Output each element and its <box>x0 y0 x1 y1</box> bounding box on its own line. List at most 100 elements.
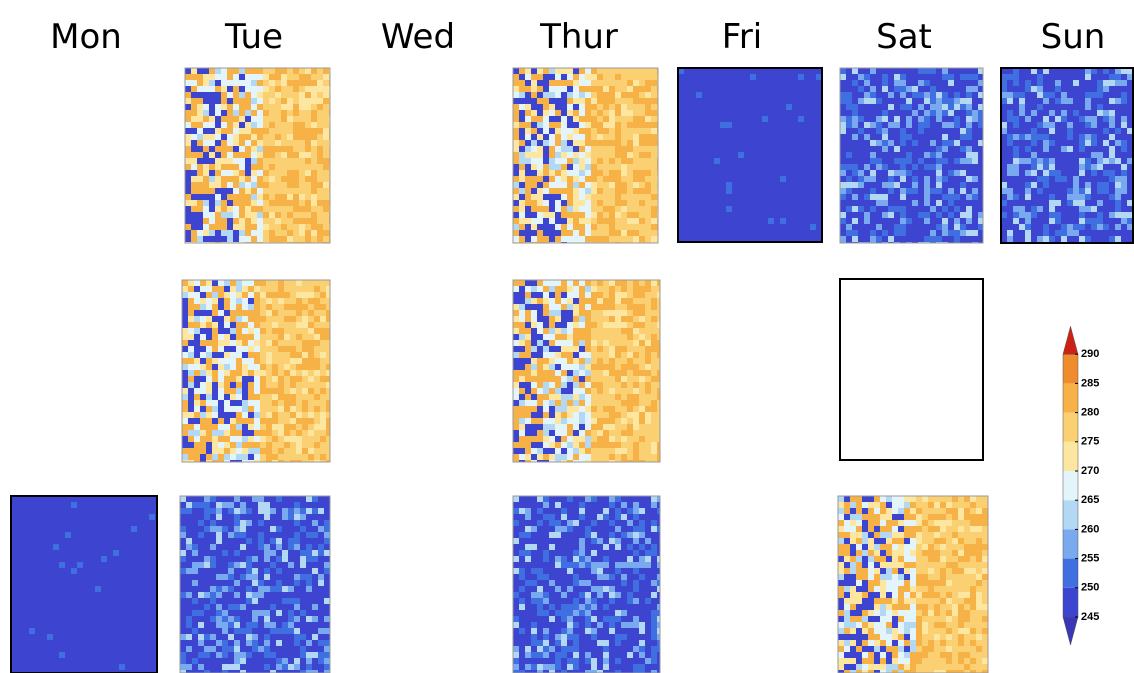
map-cell <box>780 152 786 158</box>
map-cell <box>194 394 200 400</box>
map-cell <box>320 322 326 328</box>
map-cell <box>894 230 900 236</box>
map-cell <box>257 212 263 218</box>
map-cell <box>519 182 525 188</box>
map-cell <box>296 400 302 406</box>
map-cell <box>218 358 224 364</box>
map-cell <box>203 98 209 104</box>
map-cell <box>603 388 609 394</box>
map-cell <box>627 122 633 128</box>
map-cell <box>218 460 224 462</box>
map-cell <box>525 412 531 418</box>
map-cell <box>726 152 732 158</box>
map-cell <box>579 394 585 400</box>
map-cell <box>870 104 876 110</box>
map-cell <box>597 218 603 224</box>
map-cell <box>591 158 597 164</box>
map-cell <box>242 412 248 418</box>
map-cell <box>894 128 900 134</box>
map-cell <box>1097 134 1103 140</box>
map-cell <box>858 152 864 158</box>
map-cell <box>281 68 287 74</box>
map-cell <box>206 346 212 352</box>
map-cell <box>924 230 930 236</box>
map-cell <box>200 346 206 352</box>
map-cell <box>780 74 786 80</box>
map-cell <box>314 388 320 394</box>
map-cell <box>846 212 852 218</box>
map-cell <box>726 212 732 218</box>
map-cell <box>224 460 230 462</box>
map-cell <box>603 194 609 200</box>
map-cell <box>696 158 702 164</box>
map-cell <box>555 376 561 382</box>
map-cell <box>615 152 621 158</box>
map-cell <box>203 158 209 164</box>
map-cell <box>245 104 251 110</box>
map-cell <box>275 212 281 218</box>
map-cell <box>561 412 567 418</box>
map-cell <box>1025 134 1031 140</box>
map-cell <box>182 286 188 292</box>
map-cell <box>591 194 597 200</box>
map-cell <box>209 92 215 98</box>
map-cell <box>299 152 305 158</box>
map-cell <box>690 92 696 98</box>
map-cell <box>912 236 918 242</box>
map-cell <box>633 206 639 212</box>
map-cell <box>194 418 200 424</box>
map-cell <box>786 200 792 206</box>
map-cell <box>738 152 744 158</box>
map-cell <box>263 182 269 188</box>
map-cell <box>561 206 567 212</box>
map-cell <box>948 68 954 74</box>
map-cell <box>762 128 768 134</box>
map-cell <box>900 134 906 140</box>
map-cell <box>615 400 621 406</box>
map-cell <box>543 292 549 298</box>
map-cell <box>525 322 531 328</box>
map-cell <box>1067 188 1073 194</box>
map-cell <box>900 74 906 80</box>
map-cell <box>972 182 978 188</box>
map-cell <box>254 460 260 462</box>
map-cell <box>651 80 657 86</box>
map-cell <box>804 176 810 182</box>
map-cell <box>323 206 329 212</box>
map-cell <box>603 298 609 304</box>
map-cell <box>248 376 254 382</box>
map-cell <box>627 140 633 146</box>
map-cell <box>1001 80 1007 86</box>
map-cell <box>774 98 780 104</box>
map-cell <box>714 104 720 110</box>
map-cell <box>954 158 960 164</box>
map-cell <box>1067 152 1073 158</box>
map-cell <box>651 74 657 80</box>
map-cell <box>1049 212 1055 218</box>
map-cell <box>906 80 912 86</box>
map-cell <box>585 86 591 92</box>
map-cell <box>1127 158 1133 164</box>
map-cell <box>203 104 209 110</box>
map-cell <box>299 164 305 170</box>
map-cell <box>239 218 245 224</box>
map-cell <box>296 364 302 370</box>
map-cell <box>882 140 888 146</box>
map-cell <box>302 382 308 388</box>
map-cell <box>308 370 314 376</box>
map-cell <box>678 104 684 110</box>
map-cell <box>1079 110 1085 116</box>
map-cell <box>549 164 555 170</box>
map-cell <box>1019 116 1025 122</box>
map-cell <box>266 322 272 328</box>
map-cell <box>591 152 597 158</box>
map-cell <box>299 140 305 146</box>
map-cell <box>1079 206 1085 212</box>
map-cell <box>230 412 236 418</box>
map-cell <box>1091 224 1097 230</box>
map-cell <box>543 206 549 212</box>
map-cell <box>684 158 690 164</box>
map-cell <box>233 164 239 170</box>
map-cell <box>254 448 260 454</box>
map-cell <box>900 116 906 122</box>
